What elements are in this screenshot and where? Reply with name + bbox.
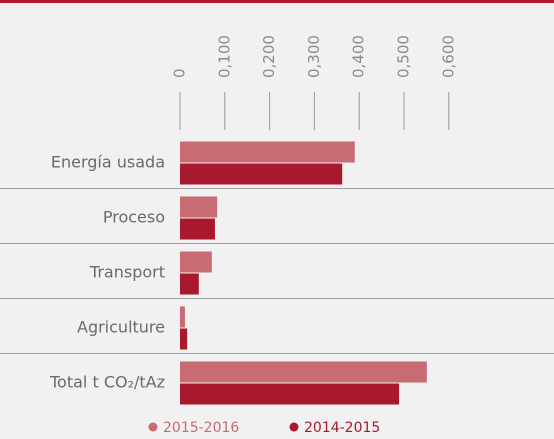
x-tick-label: 0,100 [215,35,233,78]
bar [180,361,427,383]
x-tick-label: 0,200 [260,35,278,78]
bar [180,328,188,350]
category-label: Energía usada [51,153,165,172]
legend-label: 2015-2016 [163,420,239,436]
legend-label: 2014-2015 [304,420,380,436]
category-label: Transport [89,263,165,282]
bar [180,383,400,405]
x-tick-label: 0,500 [395,35,413,78]
bar [180,163,343,185]
bar [180,218,215,240]
category-label: Proceso [103,208,165,227]
bar [180,251,212,273]
legend-marker [148,422,158,432]
bar [180,196,218,218]
legend-marker [289,422,299,432]
top-rule [0,0,554,3]
x-tick-label: 0,600 [439,35,457,78]
x-tick-label: 0 [171,68,189,78]
category-label: Total t CO₂/tAz [49,373,165,392]
category-label: Agriculture [77,318,165,337]
bar [180,273,199,295]
bar [180,306,185,328]
x-tick-label: 0,400 [350,35,368,78]
x-tick-label: 0,300 [305,35,323,78]
bar [180,141,355,163]
